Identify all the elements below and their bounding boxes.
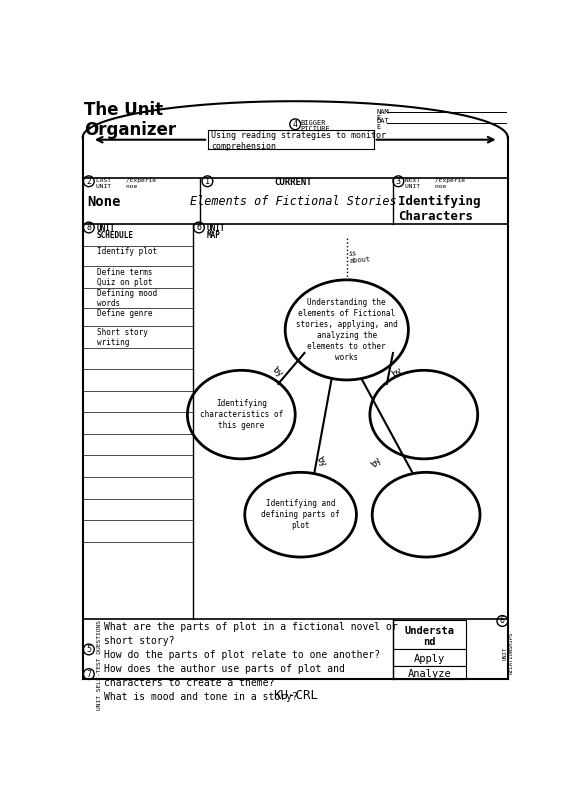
Text: What are the parts of plot in a fictional novel or
short story?
How do the parts: What are the parts of plot in a fictiona… bbox=[104, 622, 398, 702]
Circle shape bbox=[290, 119, 301, 130]
Text: 8: 8 bbox=[86, 223, 92, 232]
Text: by: by bbox=[270, 365, 284, 379]
Text: by: by bbox=[314, 455, 328, 469]
Text: Identifying
characteristics of
this genre: Identifying characteristics of this genr… bbox=[200, 399, 283, 430]
Text: NAM: NAM bbox=[376, 109, 389, 115]
Text: Defining mood
words: Defining mood words bbox=[97, 289, 157, 308]
Text: 6: 6 bbox=[500, 616, 505, 626]
Text: NEXT    /Experie: NEXT /Experie bbox=[406, 178, 465, 183]
Text: Understanding the
elements of Fictional
stories, applying, and
analyzing the
ele: Understanding the elements of Fictional … bbox=[296, 298, 397, 362]
Bar bbox=[393, 666, 466, 679]
Text: UNIT: UNIT bbox=[207, 224, 225, 234]
Text: Analyze: Analyze bbox=[408, 669, 452, 679]
Text: Using reading strategies to monitor
comprehension: Using reading strategies to monitor comp… bbox=[211, 131, 386, 151]
Text: DAT: DAT bbox=[376, 118, 389, 124]
Circle shape bbox=[84, 668, 94, 680]
Text: SCHEDULE: SCHEDULE bbox=[97, 231, 134, 240]
Circle shape bbox=[497, 615, 507, 626]
Text: 3: 3 bbox=[396, 177, 401, 186]
Text: Elements of Fictional Stories: Elements of Fictional Stories bbox=[190, 195, 396, 208]
Text: PICTURE: PICTURE bbox=[301, 126, 331, 131]
Ellipse shape bbox=[245, 472, 357, 557]
Text: The Unit
Organizer: The Unit Organizer bbox=[84, 101, 176, 139]
Text: 7: 7 bbox=[86, 669, 92, 679]
Text: UNIT: UNIT bbox=[97, 224, 115, 234]
Text: by: by bbox=[369, 455, 383, 469]
Text: Define terms
Quiz on plot: Define terms Quiz on plot bbox=[97, 268, 152, 287]
Circle shape bbox=[393, 176, 404, 187]
Text: UNIT    noe: UNIT noe bbox=[96, 185, 137, 189]
Text: 6: 6 bbox=[196, 223, 202, 232]
Circle shape bbox=[84, 222, 94, 233]
Text: Identifying and
defining parts of
plot: Identifying and defining parts of plot bbox=[262, 499, 340, 531]
Text: UNIT SELF-TEST QUESTIONS: UNIT SELF-TEST QUESTIONS bbox=[97, 620, 101, 710]
Text: UNIT
RELATIONSHIPS: UNIT RELATIONSHIPS bbox=[503, 632, 514, 675]
Text: E: E bbox=[376, 124, 380, 131]
Text: None: None bbox=[88, 195, 121, 209]
Text: Short story
writing: Short story writing bbox=[97, 328, 147, 347]
Circle shape bbox=[194, 222, 204, 233]
Text: Understa
nd: Understa nd bbox=[404, 626, 454, 647]
Bar bbox=[393, 649, 466, 666]
Text: 5: 5 bbox=[86, 645, 92, 654]
Text: UNIT    noe: UNIT noe bbox=[406, 185, 446, 189]
Text: CURRENT: CURRENT bbox=[274, 178, 312, 187]
Bar bbox=[393, 620, 466, 649]
Circle shape bbox=[202, 176, 213, 187]
Text: BIGGER: BIGGER bbox=[301, 120, 326, 126]
Text: 2: 2 bbox=[86, 177, 92, 186]
Text: is
about: is about bbox=[348, 249, 370, 264]
Text: by: by bbox=[390, 365, 404, 379]
Text: Apply: Apply bbox=[414, 654, 445, 664]
Circle shape bbox=[84, 644, 94, 655]
Text: 1: 1 bbox=[205, 177, 210, 186]
Text: LAST    /Experie: LAST /Experie bbox=[96, 178, 156, 183]
Text: E: E bbox=[376, 115, 380, 121]
Text: Identify plot: Identify plot bbox=[97, 247, 157, 257]
Text: 4: 4 bbox=[293, 120, 298, 129]
Text: Identifying
Characters: Identifying Characters bbox=[399, 195, 481, 223]
Circle shape bbox=[84, 176, 94, 187]
Ellipse shape bbox=[285, 280, 408, 380]
Text: Define genre: Define genre bbox=[97, 309, 152, 318]
Text: MAP: MAP bbox=[207, 231, 221, 240]
Ellipse shape bbox=[372, 472, 480, 557]
Ellipse shape bbox=[370, 371, 478, 459]
Text: KU-CRL: KU-CRL bbox=[272, 689, 318, 703]
Ellipse shape bbox=[187, 371, 295, 459]
